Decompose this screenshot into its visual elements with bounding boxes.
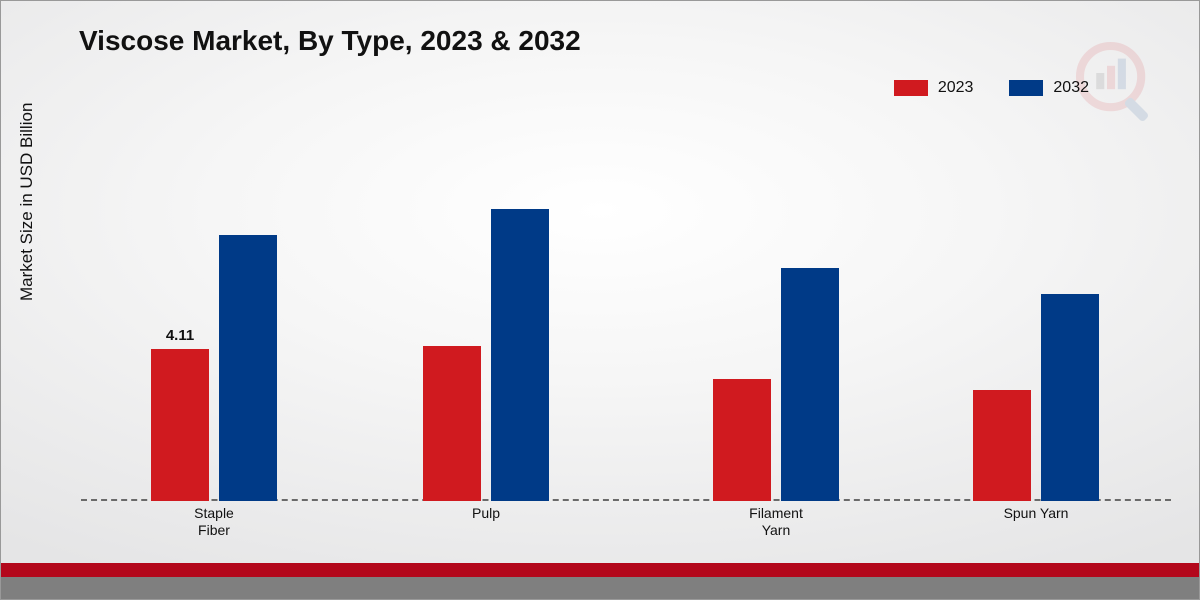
bar-2032	[219, 235, 277, 501]
category-label: Spun Yarn	[961, 505, 1111, 522]
footer-bar-grey	[1, 577, 1199, 599]
bar-2032	[1041, 294, 1099, 501]
bar-2032	[781, 268, 839, 501]
bar-group	[961, 131, 1111, 501]
bar-group	[411, 131, 561, 501]
bar-2023: 4.11	[151, 349, 209, 501]
footer-bar-red	[1, 563, 1199, 577]
bar-2023	[423, 346, 481, 501]
legend-label-2023: 2023	[938, 79, 974, 97]
bar-2023	[713, 379, 771, 501]
legend: 2023 2032	[894, 79, 1089, 97]
legend-item-2032: 2032	[1009, 79, 1089, 97]
plot-area: 4.11	[81, 131, 1171, 501]
category-label: Filament Yarn	[701, 505, 851, 539]
bar-value-label: 4.11	[151, 327, 209, 344]
chart-title: Viscose Market, By Type, 2023 & 2032	[79, 25, 581, 57]
category-label: Staple Fiber	[139, 505, 289, 539]
bar-2023	[973, 390, 1031, 501]
bar-group: 4.11	[139, 131, 289, 501]
legend-swatch-2023	[894, 80, 928, 96]
category-label: Pulp	[411, 505, 561, 522]
legend-item-2023: 2023	[894, 79, 974, 97]
bar-2032	[491, 209, 549, 501]
bar-group	[701, 131, 851, 501]
y-axis-label: Market Size in USD Billion	[17, 103, 37, 301]
legend-swatch-2032	[1009, 80, 1043, 96]
legend-label-2032: 2032	[1053, 79, 1089, 97]
chart-page: Viscose Market, By Type, 2023 & 2032 202…	[0, 0, 1200, 600]
